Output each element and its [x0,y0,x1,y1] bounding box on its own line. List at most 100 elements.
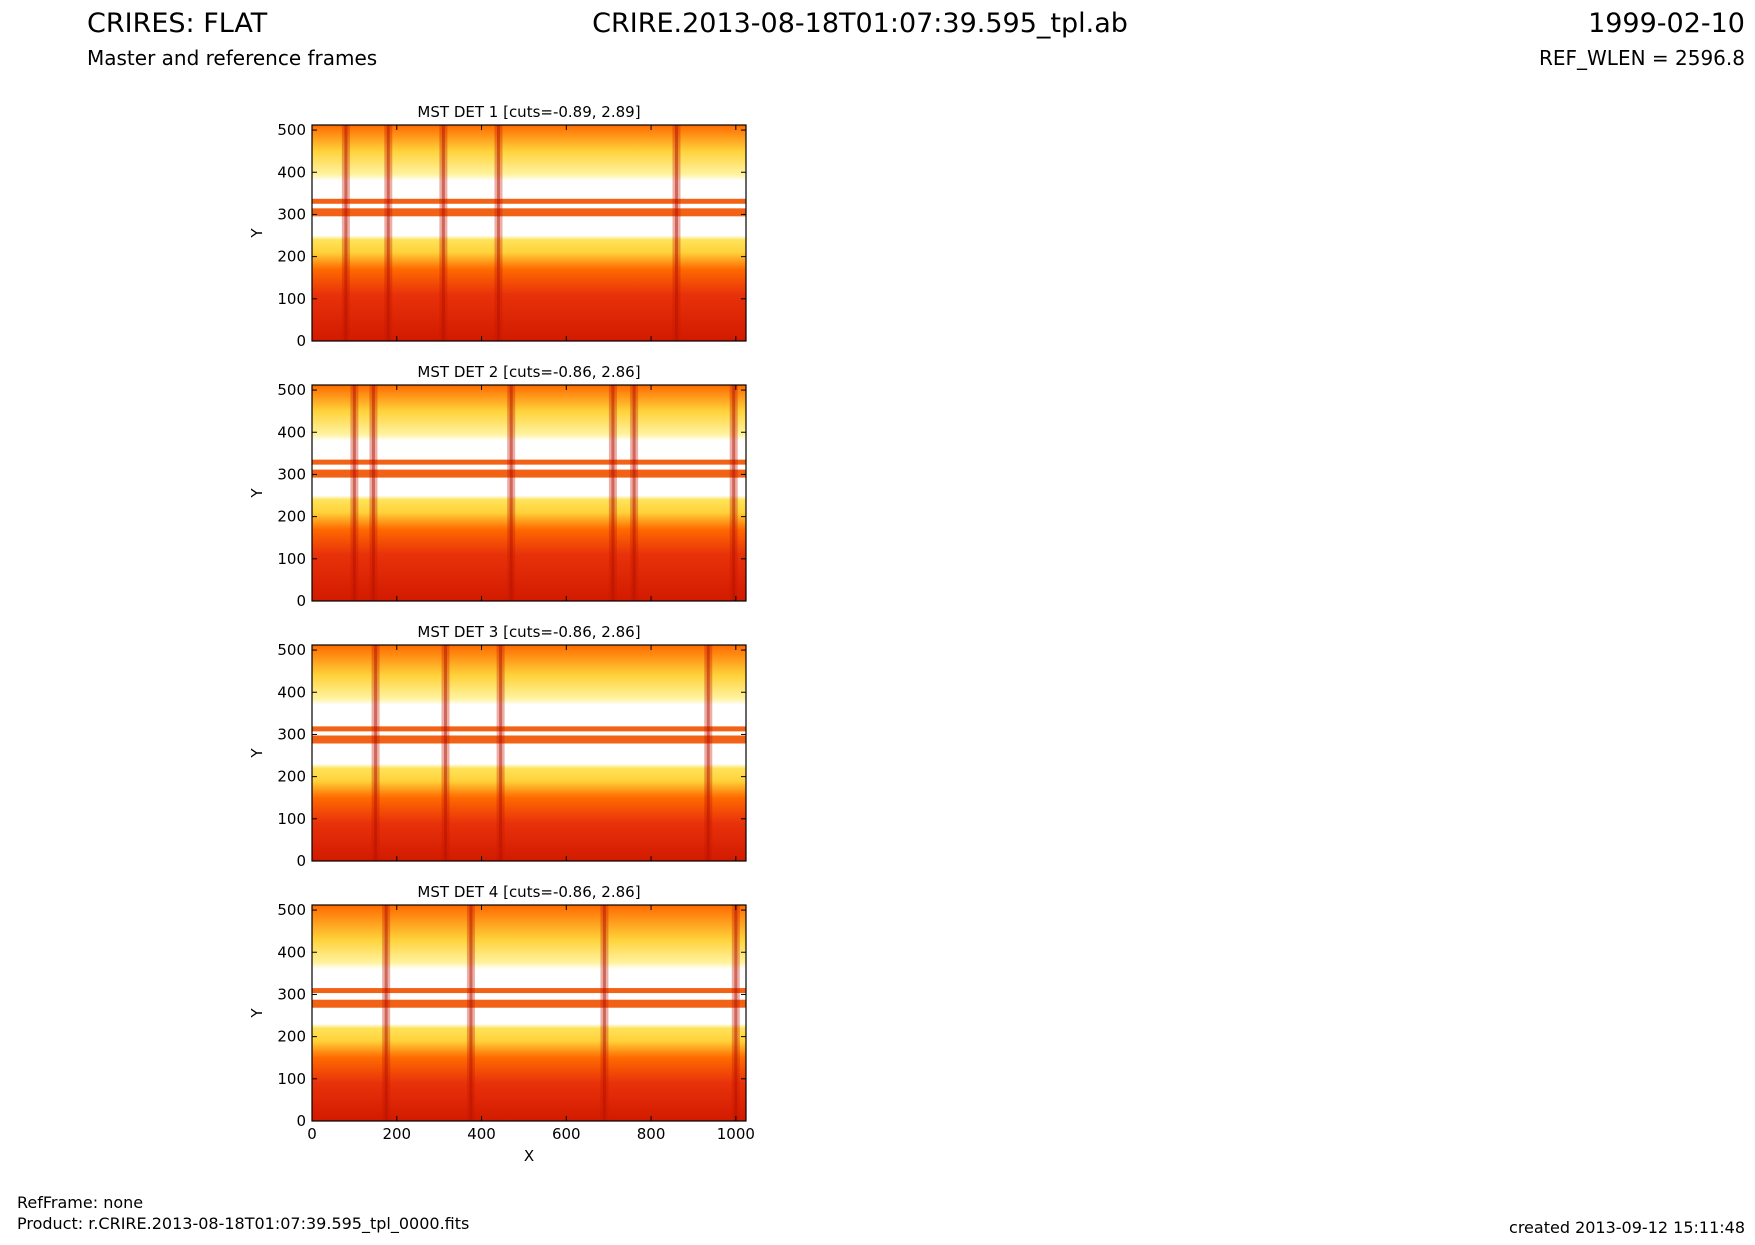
axes-frame [311,644,747,862]
product-label: Product: r.CRIRE.2013-08-18T01:07:39.595… [17,1214,470,1233]
panel-1: 0 100 200 300 400 500 MST DET 1 [cuts=-0.89, 2… [248,103,747,350]
dark-column [608,385,617,601]
dark-column-core [352,385,356,601]
band-row [312,735,746,744]
band-row [312,208,746,217]
x-tick-label: 800 [637,1125,666,1143]
dark-column-core [344,125,348,341]
y-tick-label: 500 [277,121,306,139]
dark-column-core [469,905,473,1121]
y-axis-label: Y [248,488,266,499]
figure-title-left: CRIRES: FLAT [87,8,268,39]
y-axis-label: Y [248,748,266,759]
dark-column-core [706,645,710,861]
y-tick-label: 200 [277,768,306,786]
band-row [312,999,746,1008]
figure-title-center: CRIRE.2013-08-18T01:07:39.595_tpl.ab [592,8,1128,39]
dark-column-core [384,905,388,1121]
y-tick-label: 300 [277,725,306,743]
heatmap-image [312,645,746,861]
x-tick-label: 600 [552,1125,581,1143]
dark-column [466,905,475,1121]
panel-4: 0 200 400 600 800 1000 0 100 200 300 400 500 MST DET… [248,883,755,1165]
y-tick-label: 400 [277,423,306,441]
y-tick-label: 400 [277,943,306,961]
y-axis-label: Y [248,1008,266,1019]
dark-column [704,645,713,861]
band-row [312,469,746,478]
dark-column-core [602,905,606,1121]
y-tick-label: 300 [277,465,306,483]
band-row [312,726,746,732]
y-tick-label: 0 [296,592,306,610]
dark-column-core [496,125,500,341]
dark-column [672,125,681,341]
dark-column-core [509,385,513,601]
panel-title: MST DET 4 [cuts=-0.86, 2.86] [417,883,640,901]
created-label: created 2013-09-12 15:11:48 [1509,1218,1745,1237]
dark-column [600,905,609,1121]
dark-column-core [444,645,448,861]
y-tick-label: 0 [296,852,306,870]
band-row [312,988,746,994]
dark-column [439,125,448,341]
heatmap-features [312,905,746,1121]
y-tick-label: 400 [277,163,306,181]
figure-subtitle: Master and reference frames [87,46,378,70]
heatmap-image [312,385,746,601]
dark-column [441,645,450,861]
x-tick-label: 200 [382,1125,411,1143]
y-tick-label: 100 [277,290,306,308]
dark-column [371,645,380,861]
dark-column [384,125,393,341]
y-tick-label: 500 [277,641,306,659]
y-tick-label: 0 [296,1112,306,1130]
heatmap-features [312,125,746,341]
y-tick-label: 100 [277,550,306,568]
dark-column [729,385,738,601]
refframe-label: RefFrame: none [17,1193,144,1212]
heatmap-image [312,905,746,1121]
y-tick-label: 200 [277,508,306,526]
x-tick-label: 400 [467,1125,496,1143]
panel-2: 0 100 200 300 400 500 MST DET 2 [cuts=-0.86, 2… [248,363,747,610]
panel-3: 0 100 200 300 400 500 MST DET 3 [cuts=-0.86, 2… [248,623,747,870]
y-tick-label: 0 [296,332,306,350]
dark-column-core [441,125,445,341]
panel-title: MST DET 3 [cuts=-0.86, 2.86] [417,623,640,641]
dark-column [494,125,503,341]
y-tick-label: 300 [277,985,306,1003]
dark-column [496,645,505,861]
ref-wlen-label: REF_WLEN = 2596.8 [1538,46,1745,70]
dark-column-core [734,905,738,1121]
x-axis-label: X [524,1147,534,1165]
dark-column-core [732,385,736,601]
y-tick-label: 200 [277,248,306,266]
y-tick-label: 100 [277,1070,306,1088]
x-tick-label: 0 [307,1125,317,1143]
panel-title: MST DET 2 [cuts=-0.86, 2.86] [417,363,640,381]
axes-frame [311,904,747,1122]
dark-column-core [611,385,615,601]
dark-column-core [386,125,390,341]
band-row [312,459,746,465]
dark-column-core [632,385,636,601]
y-tick-label: 200 [277,1028,306,1046]
dark-column [731,905,740,1121]
dark-column-core [371,385,375,601]
y-tick-label: 500 [277,901,306,919]
dark-column-core [674,125,678,341]
axes-frame [311,124,747,342]
y-tick-label: 500 [277,381,306,399]
band-row [312,198,746,204]
y-tick-label: 400 [277,683,306,701]
heatmap-features [312,645,746,861]
dark-column-core [499,645,503,861]
panel-title: MST DET 1 [cuts=-0.89, 2.89] [417,103,640,121]
axes-frame [311,384,747,602]
figure-date: 1999-02-10 [1588,8,1745,39]
dark-column [382,905,391,1121]
y-tick-label: 300 [277,205,306,223]
x-tick-label: 1000 [717,1125,755,1143]
